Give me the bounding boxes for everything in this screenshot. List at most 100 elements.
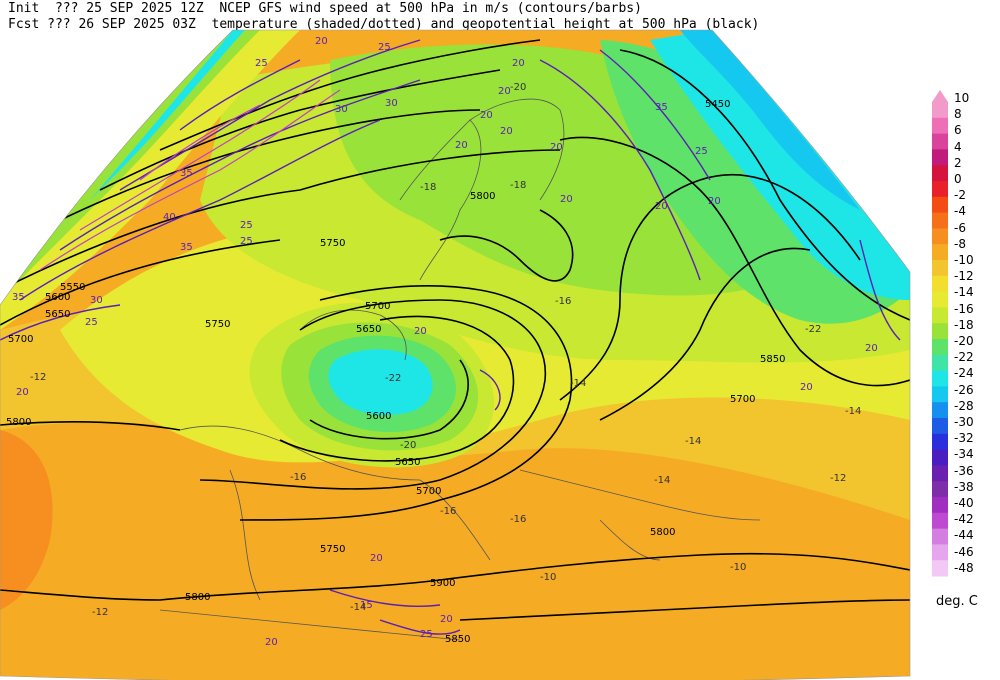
legend-swatch — [932, 418, 948, 435]
wind-label: 20 — [550, 142, 563, 153]
legend-swatch — [932, 339, 948, 356]
wind-label: 25 — [85, 317, 98, 328]
height-label: 5800 — [650, 527, 675, 538]
wind-label: 20 — [708, 196, 721, 207]
legend-level-label: -46 — [954, 544, 974, 559]
legend-swatch — [932, 117, 948, 135]
temp-label: -14 — [685, 436, 701, 447]
legend-level-label: 0 — [954, 172, 962, 186]
wind-label: 20 — [414, 326, 427, 337]
height-label: 5750 — [205, 319, 230, 330]
temp-label: -20 — [510, 82, 526, 93]
legend-level-label: -30 — [954, 415, 974, 429]
wind-label: 20 — [800, 382, 813, 393]
legend-swatch — [932, 402, 948, 419]
legend-level-label: 6 — [954, 123, 962, 138]
height-label: 5600 — [45, 292, 70, 303]
legend-swatch — [932, 275, 948, 293]
color-legend — [932, 90, 948, 577]
temp-label: -16 — [440, 506, 456, 517]
legend-level-label: -40 — [954, 496, 974, 510]
legend-swatch — [932, 260, 948, 277]
height-label: 5800 — [470, 191, 495, 202]
wind-label: 35 — [180, 168, 193, 179]
legend-level-label: -18 — [954, 317, 974, 332]
legend-swatch — [932, 528, 948, 545]
legend-units: deg. C — [936, 594, 978, 609]
wind-label: 20 — [315, 36, 328, 47]
legend-swatch — [932, 386, 948, 403]
wind-label: 20 — [440, 614, 453, 625]
height-label: 5550 — [60, 282, 85, 293]
wind-label: 20 — [370, 553, 383, 564]
legend-swatch — [932, 449, 948, 466]
height-label: 5800 — [6, 417, 31, 428]
legend-swatch — [932, 228, 948, 245]
height-label: 5900 — [430, 578, 455, 589]
wind-label: 20 — [480, 110, 493, 121]
legend-level-label: -48 — [954, 560, 974, 575]
legend-swatch — [932, 133, 948, 150]
temp-label: -22 — [805, 324, 821, 335]
wind-labels: 20 25 25 30 35 35 40 35 30 25 20 20 20 2… — [12, 36, 878, 648]
height-label: 5850 — [760, 354, 785, 365]
wind-speed-contours — [0, 39, 901, 635]
temp-label: -16 — [555, 296, 571, 307]
jet-core-contours — [39, 79, 341, 271]
legend-level-label: -14 — [954, 285, 974, 300]
legend-level-label: -8 — [954, 236, 966, 251]
legend-level-label: -24 — [954, 366, 974, 381]
legend-swatch — [932, 465, 948, 482]
wind-label: 25 — [695, 146, 708, 157]
wind-label: 35 — [12, 292, 25, 303]
legend-level-label: 10 — [954, 91, 970, 105]
legend-swatch — [932, 323, 948, 340]
legend-level-label: -2 — [954, 188, 966, 203]
temp-label: -14 — [350, 602, 366, 613]
legend-swatch — [932, 212, 948, 229]
legend-level-label: 8 — [954, 107, 962, 122]
wind-label: 20 — [865, 343, 878, 354]
coastlines — [159, 98, 761, 641]
legend-swatch — [932, 196, 948, 214]
wind-label: 20 — [16, 387, 29, 398]
legend-swatch — [932, 481, 948, 498]
legend-swatch — [932, 497, 948, 514]
wind-label: 30 — [385, 98, 398, 109]
legend-swatch — [932, 433, 948, 451]
legend-swatch — [932, 512, 948, 530]
temperature-shading — [0, 30, 910, 680]
height-label: 5650 — [356, 324, 381, 335]
legend-level-label: 2 — [954, 155, 962, 170]
legend-swatch — [932, 307, 948, 324]
legend-swatch — [932, 244, 948, 261]
temp-label: -12 — [30, 372, 46, 383]
temp-label: -18 — [420, 182, 436, 193]
legend-swatch — [932, 544, 948, 561]
wind-label: 25 — [378, 42, 391, 53]
height-label: 5700 — [365, 301, 390, 312]
temp-label: -16 — [510, 514, 526, 525]
height-label: 5750 — [320, 238, 345, 249]
legend-swatch — [932, 354, 948, 372]
wind-label: 20 — [560, 194, 573, 205]
wind-label: 20 — [512, 58, 525, 69]
header-line-1: Init ??? 25 SEP 2025 12Z NCEP GFS wind s… — [8, 1, 642, 16]
height-label: 5700 — [8, 334, 33, 345]
wind-label: 20 — [500, 126, 513, 137]
legend-swatch — [932, 370, 948, 387]
temp-label: -10 — [540, 572, 556, 583]
wind-label: 35 — [180, 242, 193, 253]
legend-level-label: -34 — [954, 447, 974, 462]
height-label: 5650 — [395, 457, 420, 468]
legend-level-label: -16 — [954, 301, 974, 316]
height-label: 5750 — [320, 544, 345, 555]
height-label: 5600 — [366, 411, 391, 422]
legend-swatch — [932, 560, 948, 577]
geopotential-height-contours — [0, 39, 910, 621]
wind-label: 25 — [240, 220, 253, 231]
temp-label: -14 — [845, 406, 861, 417]
wind-label: 30 — [90, 295, 103, 306]
wind-label: 20 — [455, 140, 468, 151]
legend-level-label: -36 — [954, 463, 974, 478]
